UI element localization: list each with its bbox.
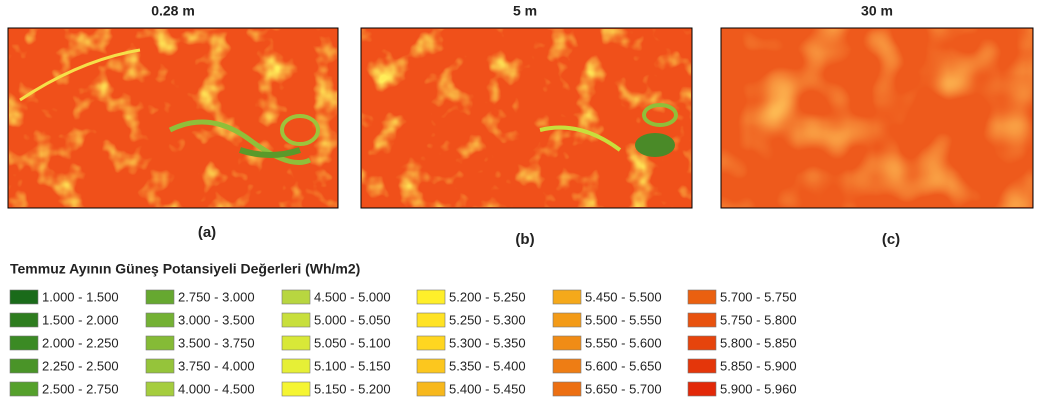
legend-swatch	[688, 359, 716, 373]
legend-label: 5.900 - 5.960	[720, 381, 797, 396]
legend-swatch	[688, 290, 716, 304]
legend-swatch	[10, 382, 38, 396]
map-b	[361, 28, 692, 208]
legend-swatch	[146, 290, 174, 304]
legend-swatch	[417, 313, 445, 327]
panel-title: 0.28 m	[151, 3, 195, 19]
legend-swatch	[688, 313, 716, 327]
legend-swatch	[10, 290, 38, 304]
legend-swatch	[417, 336, 445, 350]
legend-label: 5.800 - 5.850	[720, 335, 797, 350]
legend-label: 2.000 - 2.250	[42, 335, 119, 350]
legend-swatch	[282, 382, 310, 396]
legend-swatch	[553, 359, 581, 373]
legend-label: 5.350 - 5.400	[449, 358, 526, 373]
legend-swatch	[146, 336, 174, 350]
legend-label: 2.500 - 2.750	[42, 381, 119, 396]
legend-label: 5.300 - 5.350	[449, 335, 526, 350]
map-a	[8, 28, 338, 208]
legend-swatch	[553, 313, 581, 327]
legend-swatch	[688, 336, 716, 350]
legend-label: 1.500 - 2.000	[42, 312, 119, 327]
legend-label: 5.200 - 5.250	[449, 289, 526, 304]
legend-swatch	[417, 359, 445, 373]
legend-label: 5.650 - 5.700	[585, 381, 662, 396]
legend-label: 5.600 - 5.650	[585, 358, 662, 373]
legend-label: 5.750 - 5.800	[720, 312, 797, 327]
legend-swatch	[282, 359, 310, 373]
legend-label: 2.750 - 3.000	[178, 289, 255, 304]
panel-caption: (b)	[515, 231, 534, 248]
legend-swatch	[417, 290, 445, 304]
legend-swatch	[146, 359, 174, 373]
legend-label: 4.000 - 4.500	[178, 381, 255, 396]
legend-swatch	[553, 336, 581, 350]
legend-label: 3.750 - 4.000	[178, 358, 255, 373]
figure: 0.28 m 5 m 30 m (a) (b) (c) Temmuz Ayını…	[0, 0, 1041, 405]
legend-label: 5.850 - 5.900	[720, 358, 797, 373]
legend-label: 5.500 - 5.550	[585, 312, 662, 327]
legend-label: 2.250 - 2.500	[42, 358, 119, 373]
panel-caption: (c)	[882, 231, 900, 248]
legend-label: 5.700 - 5.750	[720, 289, 797, 304]
legend-swatch	[282, 313, 310, 327]
legend-label: 5.550 - 5.600	[585, 335, 662, 350]
legend-swatch	[282, 336, 310, 350]
panel-title: 30 m	[861, 3, 893, 19]
panel-title: 5 m	[513, 3, 537, 19]
legend-swatch	[553, 382, 581, 396]
legend-swatch	[146, 382, 174, 396]
legend-label: 3.000 - 3.500	[178, 312, 255, 327]
legend-label: 3.500 - 3.750	[178, 335, 255, 350]
legend-label: 5.150 - 5.200	[314, 381, 391, 396]
legend-label: 4.500 - 5.000	[314, 289, 391, 304]
legend-swatch	[10, 336, 38, 350]
legend: 1.000 - 1.500 1.500 - 2.000 2.000 - 2.250 2…	[10, 289, 797, 396]
legend-label: 5.100 - 5.150	[314, 358, 391, 373]
legend-label: 5.450 - 5.500	[585, 289, 662, 304]
legend-label: 5.250 - 5.300	[449, 312, 526, 327]
legend-swatch	[417, 382, 445, 396]
legend-swatch	[146, 313, 174, 327]
legend-swatch	[282, 290, 310, 304]
legend-label: 1.000 - 1.500	[42, 289, 119, 304]
map-c	[721, 28, 1033, 208]
legend-label: 5.050 - 5.100	[314, 335, 391, 350]
legend-swatch	[553, 290, 581, 304]
legend-label: 5.000 - 5.050	[314, 312, 391, 327]
legend-swatch	[688, 382, 716, 396]
legend-swatch	[10, 313, 38, 327]
panel-caption: (a)	[198, 224, 216, 241]
legend-swatch	[10, 359, 38, 373]
legend-label: 5.400 - 5.450	[449, 381, 526, 396]
legend-title: Temmuz Ayının Güneş Potansiyeli Değerler…	[10, 261, 360, 277]
